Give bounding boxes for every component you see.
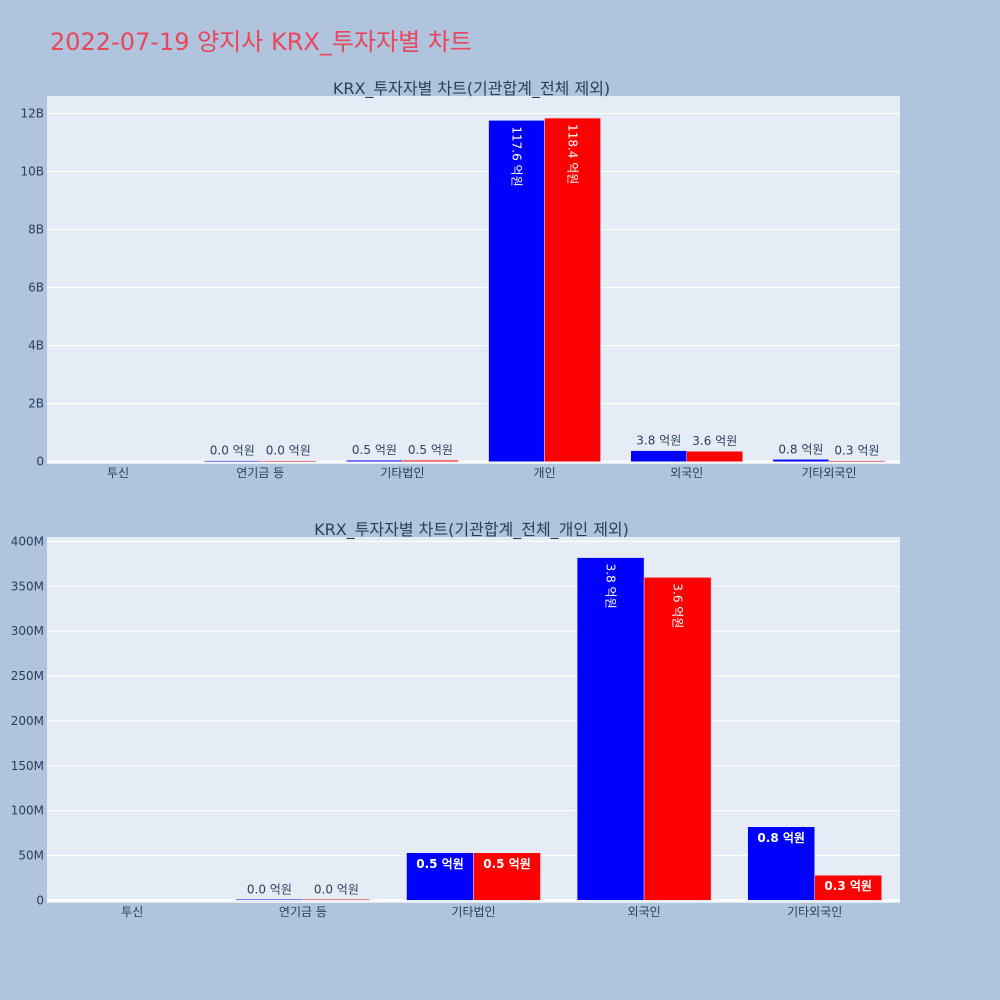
bar — [260, 460, 317, 462]
data-label: 3.6 억원 — [671, 583, 685, 628]
bar — [473, 852, 541, 901]
data-label: 0.5 억원 — [408, 443, 453, 457]
chart-title: KRX_투자자별 차트(기관합계_전체_개인 제외) — [314, 520, 629, 540]
bar — [576, 557, 645, 901]
data-label: 3.8 억원 — [636, 434, 681, 448]
bar — [686, 450, 743, 462]
data-label: 0.0 억원 — [247, 882, 292, 896]
data-label: 0.0 억원 — [210, 444, 255, 458]
y-tick-label: 4B — [28, 339, 44, 353]
bar — [814, 874, 882, 901]
bar — [630, 450, 687, 462]
y-tick-label: 6B — [28, 281, 44, 295]
data-label: 0.0 억원 — [314, 882, 359, 896]
data-label: 117.6 억원 — [510, 126, 524, 186]
y-tick-label: 250M — [11, 669, 44, 683]
chart-top: 0 2B 4B 6B 8B 10B 12B KRX_투자자별 차트(기관합계_전체 제외) 투신… — [20, 79, 900, 480]
x-tick-label: 외국인 — [670, 466, 703, 480]
data-label: 0.8 억원 — [778, 442, 823, 456]
x-tick-label: 기타외국인 — [801, 466, 856, 480]
bar — [406, 852, 474, 901]
y-tick-label: 100M — [11, 804, 44, 818]
page-title: 2022-07-19 양지사 KRX_투자자별 차트 — [50, 28, 472, 56]
data-label: 0.5 억원 — [352, 443, 397, 457]
bar — [302, 899, 371, 901]
data-label: 0.8 억원 — [757, 831, 805, 845]
bar — [488, 120, 545, 462]
bar — [544, 117, 601, 462]
data-label: 0.3 억원 — [824, 879, 872, 893]
bar — [643, 577, 712, 901]
x-tick-label: 투신 — [107, 466, 129, 480]
data-label: 0.5 억원 — [483, 857, 531, 871]
bar — [204, 460, 261, 462]
y-tick-label: 400M — [11, 534, 44, 548]
chart-bottom: 0 50M 100M 150M 200M 250M 300M 350M 400M KRX_투자자별… — [11, 520, 900, 919]
x-tick-label: 연기금 등 — [279, 905, 327, 919]
y-tick-label: 150M — [11, 759, 44, 773]
x-tick-label: 기타법인 — [451, 905, 495, 919]
x-tick-label: 연기금 등 — [236, 466, 284, 480]
bar — [235, 899, 304, 901]
y-tick-label: 300M — [11, 624, 44, 638]
y-tick-label: 350M — [11, 579, 44, 593]
data-label: 0.5 억원 — [416, 857, 464, 871]
bar — [402, 459, 459, 462]
y-tick-label: 10B — [20, 164, 44, 178]
y-tick-label: 0 — [36, 893, 44, 907]
y-tick-label: 0 — [36, 455, 44, 469]
y-tick-label: 200M — [11, 714, 44, 728]
data-label: 118.4 억원 — [566, 124, 580, 184]
bar — [828, 460, 886, 462]
bar — [747, 826, 815, 901]
bar — [346, 459, 403, 462]
x-tick-label: 투신 — [121, 905, 143, 919]
bar — [772, 459, 830, 462]
data-label: 0.0 억원 — [266, 444, 311, 458]
x-tick-label: 기타법인 — [380, 466, 424, 480]
y-tick-label: 8B — [28, 223, 44, 237]
y-tick-label: 12B — [20, 106, 44, 120]
x-tick-label: 외국인 — [628, 905, 661, 919]
data-label: 3.8 억원 — [604, 564, 618, 609]
x-tick-label: 기타외국인 — [787, 905, 842, 919]
data-label: 3.6 억원 — [692, 434, 737, 448]
plot-area — [47, 96, 900, 464]
x-tick-label: 개인 — [534, 466, 556, 480]
y-tick-label: 50M — [18, 848, 44, 862]
y-tick-label: 2B — [28, 397, 44, 411]
data-label: 0.3 억원 — [834, 444, 879, 458]
chart-title: KRX_투자자별 차트(기관합계_전체 제외) — [333, 79, 610, 99]
